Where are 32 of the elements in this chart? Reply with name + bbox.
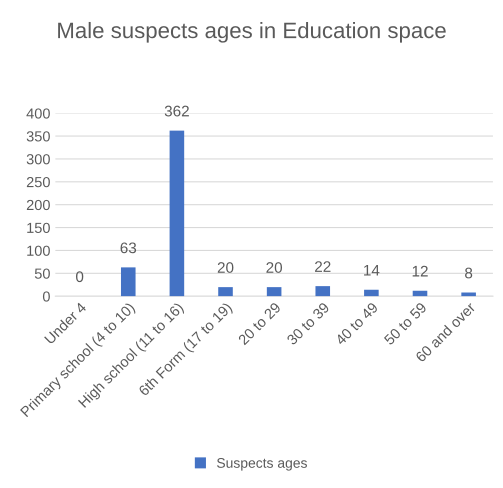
y-tick-label: 100: [27, 246, 50, 256]
data-label: 20: [266, 262, 282, 273]
x-tick-label: 50 to 59: [383, 302, 428, 346]
bar: [218, 287, 233, 296]
data-label: 362: [164, 106, 189, 116]
data-label: 0: [76, 271, 84, 282]
x-tick-label: 40 to 49: [334, 302, 378, 346]
data-label: 12: [412, 266, 428, 276]
data-label: 63: [120, 242, 136, 254]
bar: [120, 267, 136, 296]
bar: [461, 292, 476, 296]
bar: [364, 290, 379, 296]
bar: [170, 130, 184, 296]
y-tick-label: 400: [26, 108, 50, 119]
x-tick-label: 30 to 39: [286, 302, 330, 346]
bar: [412, 290, 428, 296]
data-label: 22: [315, 261, 330, 272]
y-tick-label: 50: [34, 268, 50, 279]
bar: [266, 287, 282, 296]
y-tick-label: 150: [27, 222, 50, 234]
y-tick-label: 200: [26, 200, 50, 210]
x-tick-label: 20 to 29: [238, 302, 282, 346]
chart-title: Male suspects ages in Education space: [58, 22, 446, 43]
data-label: 20: [218, 262, 234, 273]
data-label: 8: [465, 268, 472, 278]
y-tick-label: 350: [26, 131, 50, 142]
bar: [315, 286, 330, 296]
y-tick-label: 250: [26, 176, 50, 188]
y-tick-label: 300: [26, 154, 50, 164]
y-tick-label: 0: [42, 291, 50, 302]
legend-label: Suspects ages: [217, 458, 307, 471]
data-label: 14: [364, 265, 380, 276]
